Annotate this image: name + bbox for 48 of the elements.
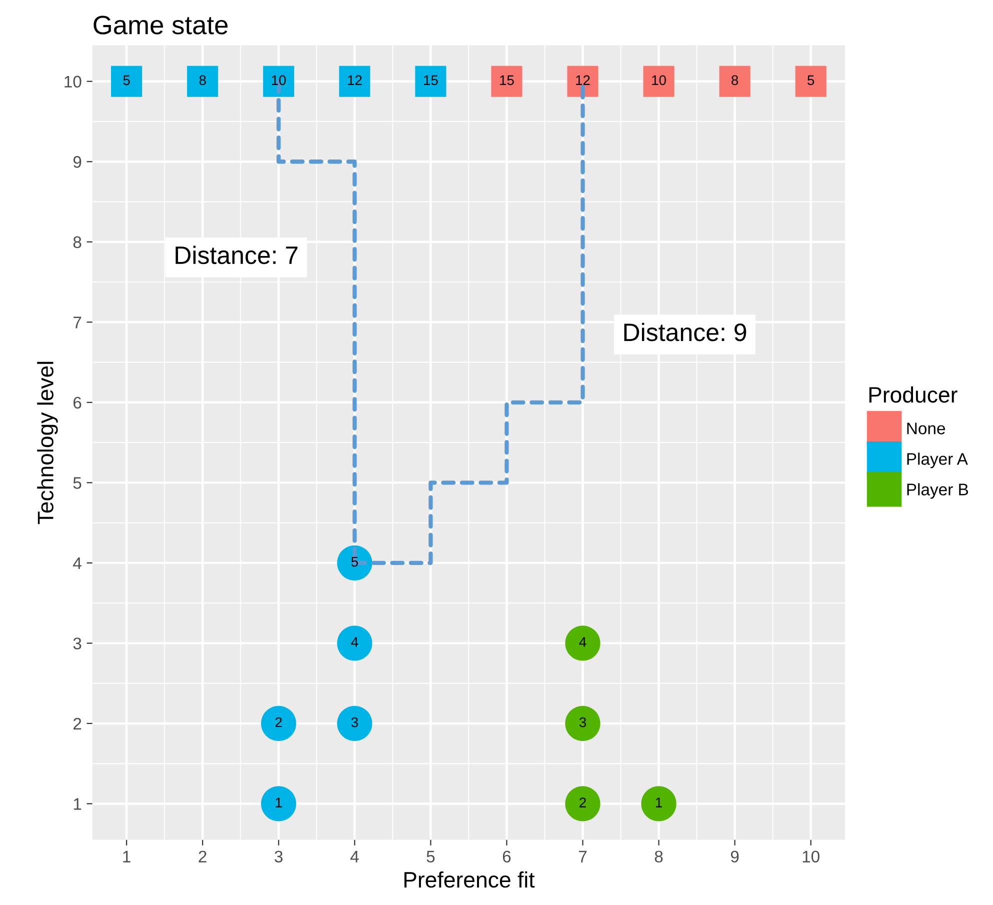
annotation: 10	[652, 75, 666, 86]
annotation: 5	[808, 75, 814, 86]
y-tick-label: 4	[73, 558, 82, 569]
y-tick-label: 1	[74, 798, 82, 810]
x-tick-label: 10	[802, 850, 820, 862]
legend-label: Player A	[907, 452, 968, 468]
annotation: 10	[272, 75, 286, 86]
x-tick-label: 1	[123, 850, 130, 862]
annotation: 5	[123, 75, 130, 86]
annotation: 4	[351, 637, 358, 647]
annotation: 3	[579, 717, 586, 728]
y-tick-label: 6	[74, 396, 82, 409]
annotation: 2	[580, 798, 586, 808]
annotation: 12	[348, 75, 362, 85]
x-tick-label: 4	[350, 850, 359, 862]
x-tick-label: 8	[654, 850, 663, 862]
y-tick-label: 8	[73, 236, 82, 248]
annotation: 1	[656, 798, 662, 808]
y-tick-label: 5	[73, 477, 82, 489]
x-axis-title: Preference fit	[404, 871, 535, 888]
legend-title: Producer	[869, 386, 958, 403]
legend-label: None	[907, 422, 946, 434]
x-tick-label: 5	[426, 850, 435, 862]
legend-label: Player B	[907, 483, 968, 499]
annotation: 8	[199, 75, 206, 86]
x-tick-label: 7	[578, 850, 587, 862]
x-tick-label: 6	[502, 850, 511, 862]
annotation: 15	[500, 75, 514, 86]
annotation: 3	[351, 717, 358, 728]
y-axis-title: Technology level	[37, 362, 58, 524]
annotation: 5	[351, 556, 358, 567]
annotation: 15	[424, 75, 438, 86]
x-tick-label: 2	[198, 850, 206, 862]
annotation: 4	[579, 637, 586, 647]
annotation: 8	[732, 75, 738, 86]
annotation: 2	[275, 717, 282, 728]
x-tick-label: 3	[274, 850, 283, 862]
y-tick-label: 3	[73, 638, 82, 650]
annotation: 12	[576, 75, 590, 85]
y-tick-label: 10	[64, 76, 82, 88]
x-tick-label: 9	[730, 850, 739, 862]
annotation: Distance: 9	[624, 322, 746, 342]
annotation: Distance: 7	[176, 246, 298, 264]
y-tick-label: 2	[74, 718, 82, 730]
chart-title: Game state	[94, 16, 228, 34]
y-tick-label: 7	[74, 316, 82, 328]
annotation: 1	[276, 798, 282, 808]
y-tick-label: 9	[73, 156, 82, 168]
